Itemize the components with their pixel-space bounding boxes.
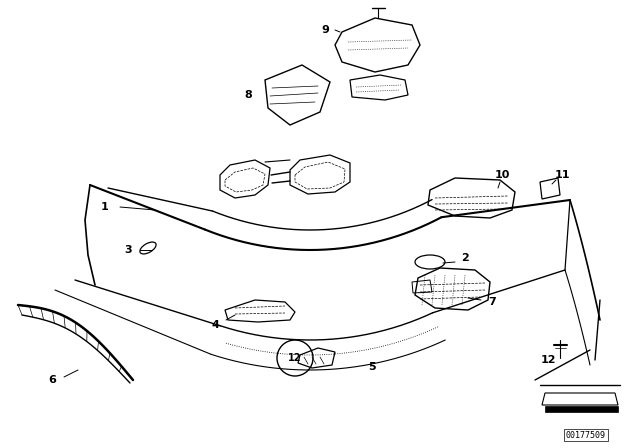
Text: 1: 1 [101, 202, 109, 212]
Text: 12: 12 [288, 353, 301, 363]
Text: 4: 4 [211, 320, 219, 330]
Text: 3: 3 [124, 245, 132, 255]
Text: 00177509: 00177509 [566, 431, 606, 439]
Polygon shape [545, 406, 618, 412]
Text: 6: 6 [48, 375, 56, 385]
Text: 7: 7 [488, 297, 496, 307]
Text: 5: 5 [368, 362, 376, 372]
Text: 9: 9 [321, 25, 329, 35]
Text: 8: 8 [244, 90, 252, 100]
Text: 2: 2 [461, 253, 469, 263]
Text: 12: 12 [540, 355, 556, 365]
Text: 11: 11 [554, 170, 570, 180]
Text: 10: 10 [494, 170, 509, 180]
